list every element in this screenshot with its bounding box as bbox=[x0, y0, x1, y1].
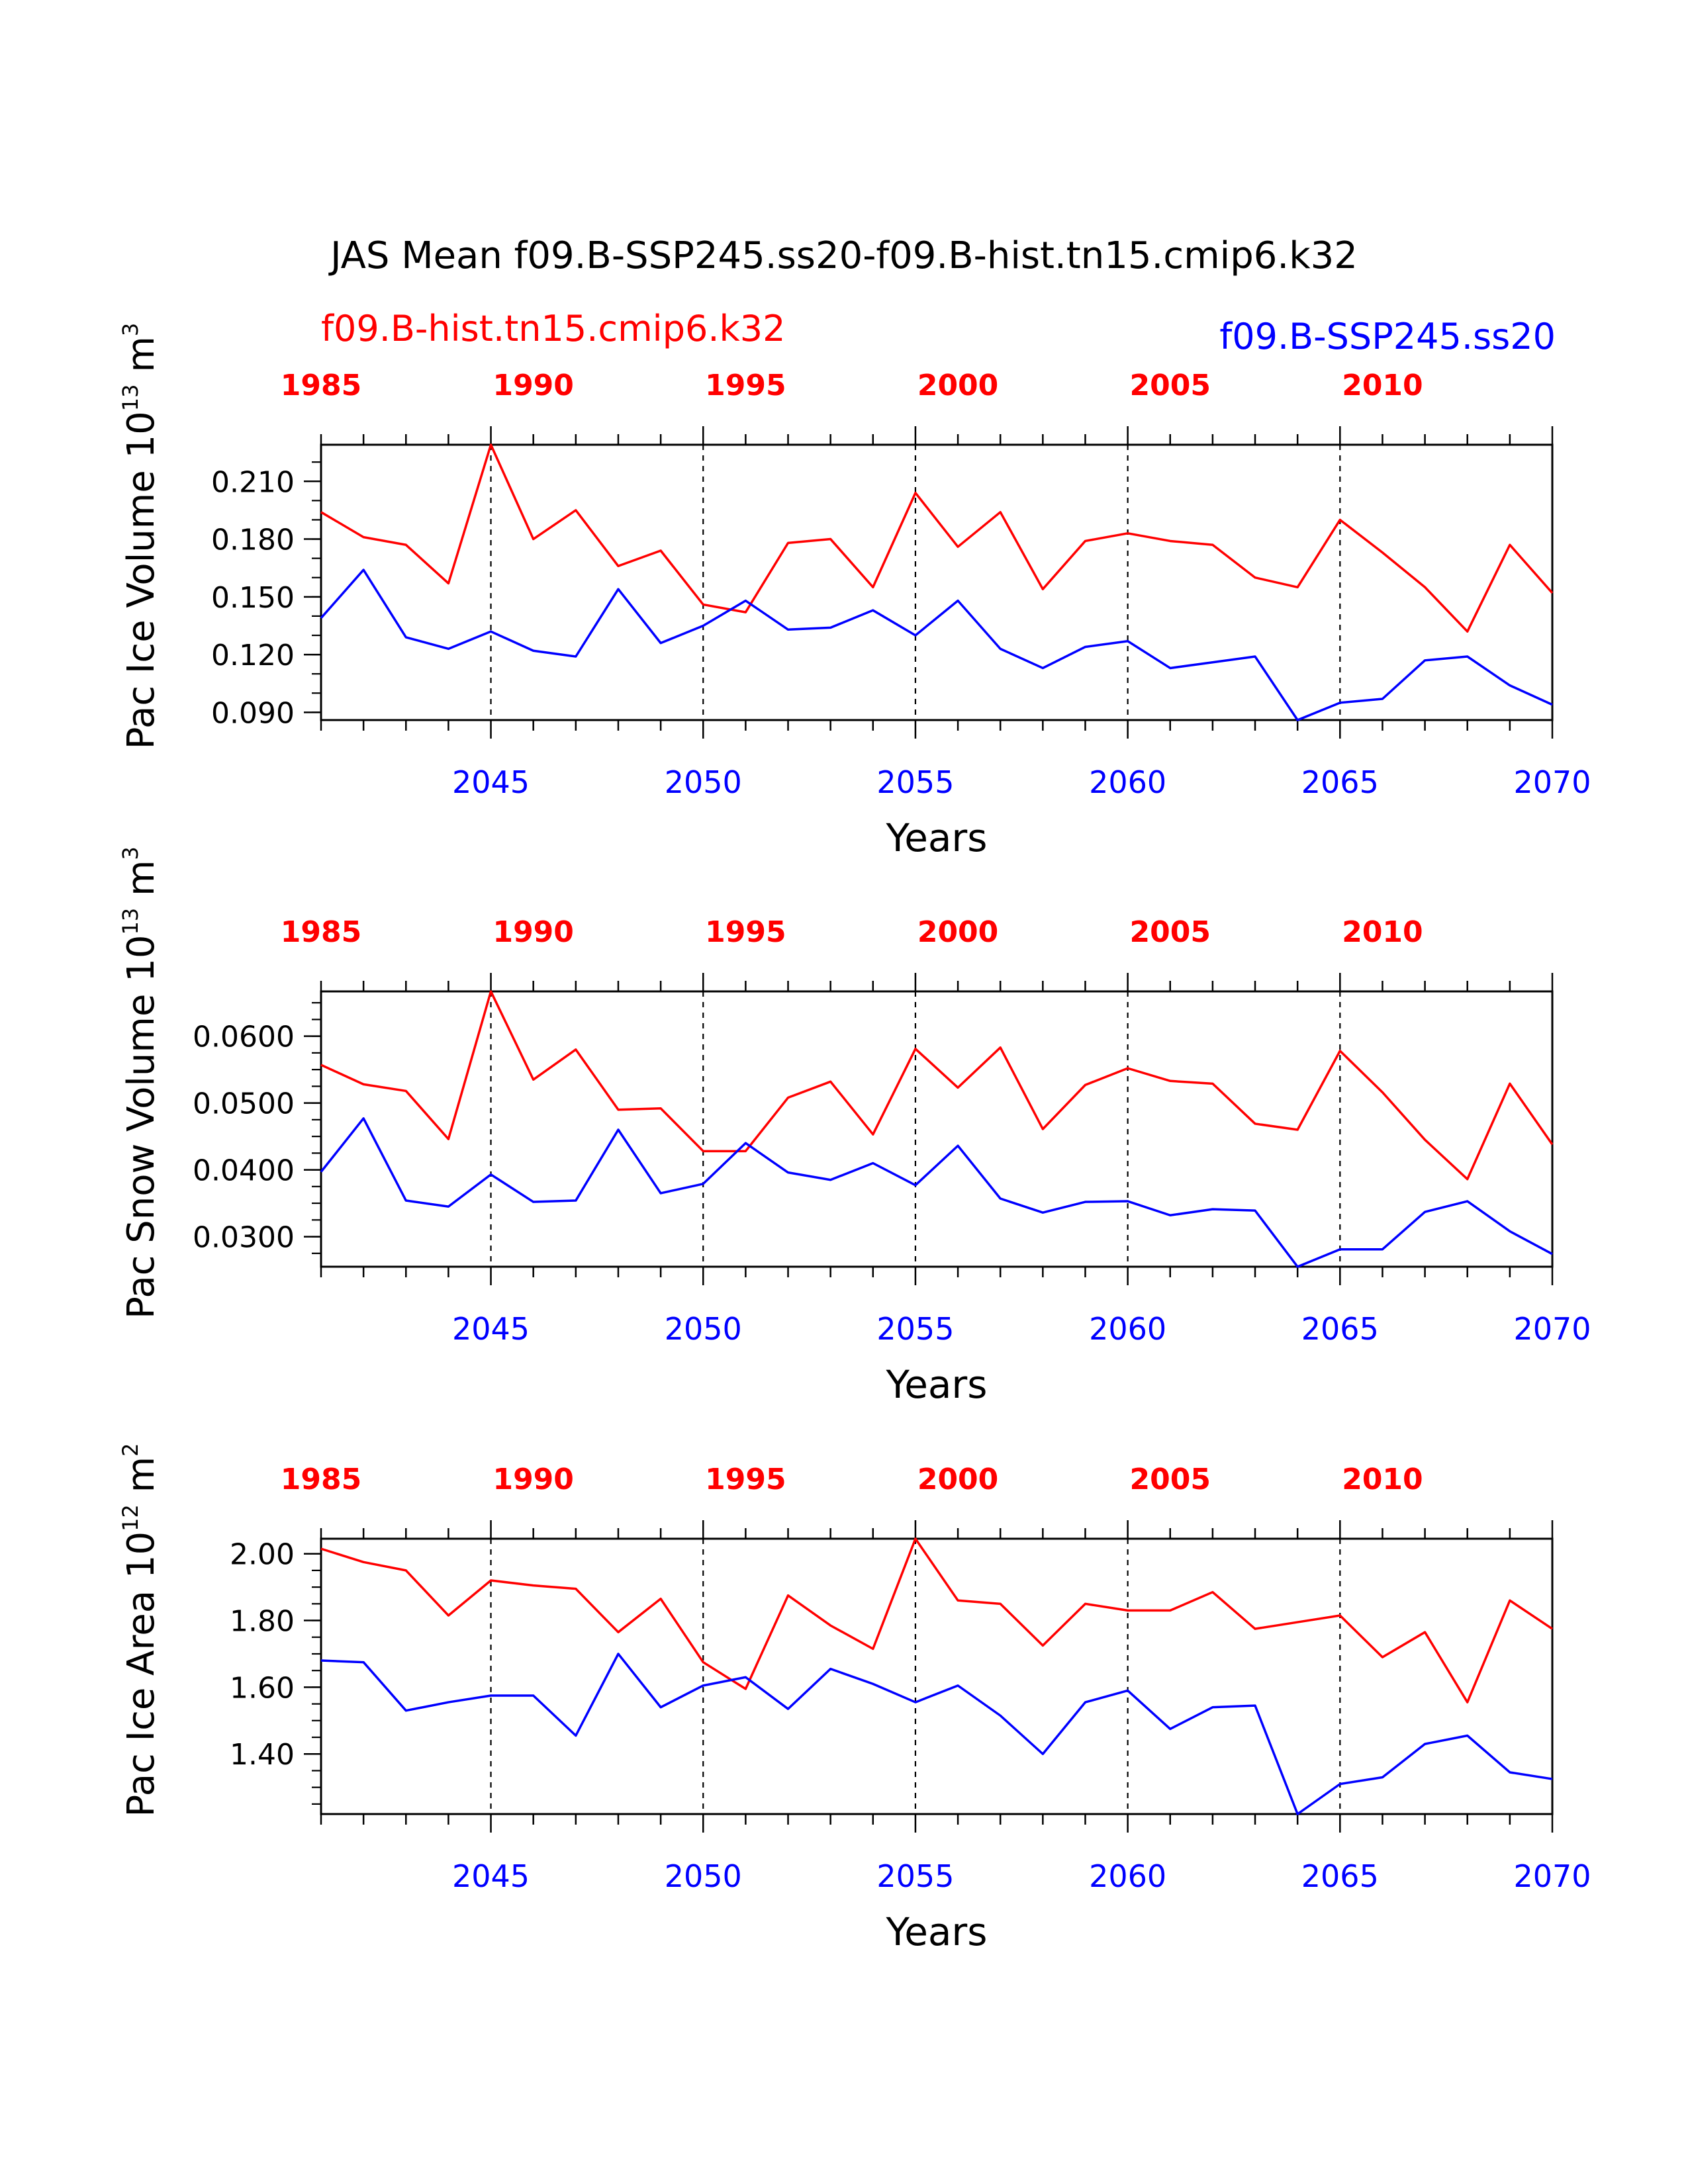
x-top-tick-label: 2010 bbox=[1342, 915, 1423, 949]
y-tick-label: 0.0300 bbox=[193, 1221, 295, 1255]
series-line-red bbox=[320, 990, 1554, 1181]
x-top-tick-label: 2005 bbox=[1130, 915, 1211, 949]
x-top-tick-label: 2005 bbox=[1130, 369, 1211, 402]
y-label-unit-exponent: 2 bbox=[118, 1443, 143, 1456]
x-top-tick-label: 1985 bbox=[281, 369, 361, 402]
x-top-tick-label: 1990 bbox=[492, 1463, 573, 1496]
x-bottom-tick-label: 2045 bbox=[452, 764, 530, 800]
plot-frame bbox=[320, 443, 1554, 721]
chart-panel-1: 2045 2050 2055 2060 2065 2070 1985 1990 1995 2000… bbox=[118, 323, 1591, 860]
series-line-blue bbox=[320, 569, 1553, 721]
x-top-tick-label: 2010 bbox=[1342, 369, 1423, 402]
x-bottom-tick-label: 2065 bbox=[1301, 764, 1379, 800]
y-label-exponent: 13 bbox=[118, 384, 143, 411]
y-tick-label: 2.00 bbox=[230, 1538, 295, 1572]
y-tick-label: 0.210 bbox=[211, 465, 295, 499]
legend-ssp-label: f09.B-SSP245.ss20 bbox=[1219, 316, 1556, 357]
y-tick-label: 1.60 bbox=[230, 1671, 295, 1705]
y-tick-label: 0.0400 bbox=[193, 1154, 295, 1188]
x-top-tick-label: 2000 bbox=[917, 369, 998, 402]
x-bottom-tick-label: 2070 bbox=[1513, 764, 1591, 800]
x-top-tick-label: 1995 bbox=[705, 369, 786, 402]
series-line-red bbox=[320, 1537, 1553, 1704]
x-top-tick-label: 1995 bbox=[705, 1463, 786, 1496]
x-top-tick-label: 1995 bbox=[705, 915, 786, 949]
y-label-unit: m bbox=[120, 1457, 163, 1504]
y-tick-label: 1.80 bbox=[230, 1605, 295, 1639]
y-label-unit-exponent: 3 bbox=[118, 846, 143, 860]
x-bottom-tick-label: 2060 bbox=[1089, 1858, 1166, 1894]
y-axis-label: Pac Snow Volume 1013 m3 bbox=[118, 846, 163, 1319]
x-bottom-tick-label: 2055 bbox=[876, 764, 954, 800]
y-tick-label: 0.180 bbox=[211, 523, 295, 557]
y-label-unit: m bbox=[120, 860, 163, 907]
x-axis-label: Years bbox=[885, 1909, 987, 1954]
x-bottom-tick-label: 2045 bbox=[452, 1311, 530, 1347]
x-bottom-tick-label: 2070 bbox=[1513, 1858, 1591, 1894]
x-bottom-tick-label: 2065 bbox=[1301, 1311, 1379, 1347]
y-label-text: Pac Snow Volume 10 bbox=[120, 935, 163, 1319]
x-bottom-tick-label: 2050 bbox=[665, 764, 742, 800]
figure-title: JAS Mean f09.B-SSP245.ss20-f09.B-hist.tn… bbox=[328, 234, 1358, 277]
x-top-tick-label: 2000 bbox=[917, 1463, 998, 1496]
x-bottom-tick-label: 2050 bbox=[665, 1311, 742, 1347]
x-top-tick-label: 2010 bbox=[1342, 1463, 1423, 1496]
series-line-red bbox=[320, 443, 1554, 633]
y-label-exponent: 12 bbox=[118, 1504, 143, 1531]
x-bottom-tick-label: 2050 bbox=[665, 1858, 742, 1894]
y-tick-label: 1.40 bbox=[230, 1738, 295, 1772]
series-line-blue bbox=[320, 1653, 1553, 1815]
x-axis-label: Years bbox=[885, 815, 987, 860]
x-top-tick-label: 1990 bbox=[492, 915, 573, 949]
series-line-blue bbox=[320, 1117, 1553, 1268]
x-top-tick-label: 1985 bbox=[281, 1463, 361, 1496]
x-bottom-tick-label: 2045 bbox=[452, 1858, 530, 1894]
y-axis-label: Pac Ice Area 1012 m2 bbox=[118, 1443, 163, 1817]
x-top-tick-label: 2005 bbox=[1130, 1463, 1211, 1496]
x-axis-label: Years bbox=[885, 1362, 987, 1407]
y-tick-label: 0.0500 bbox=[193, 1087, 295, 1121]
y-label-text: Pac Ice Area 10 bbox=[120, 1531, 163, 1817]
x-bottom-tick-label: 2055 bbox=[876, 1311, 954, 1347]
y-tick-label: 0.120 bbox=[211, 639, 295, 672]
x-bottom-tick-label: 2060 bbox=[1089, 764, 1166, 800]
y-tick-label: 0.090 bbox=[211, 696, 295, 730]
y-tick-label: 0.150 bbox=[211, 581, 295, 615]
legend-hist-label: f09.B-hist.tn15.cmip6.k32 bbox=[321, 308, 785, 349]
x-top-tick-label: 1990 bbox=[492, 369, 573, 402]
x-top-tick-label: 1985 bbox=[281, 915, 361, 949]
plot-frame bbox=[320, 990, 1554, 1268]
y-tick-label: 0.0600 bbox=[193, 1021, 295, 1054]
plot-frame bbox=[320, 1537, 1554, 1815]
y-label-exponent: 13 bbox=[118, 908, 143, 935]
y-label-unit: m bbox=[120, 336, 163, 384]
x-top-tick-label: 2000 bbox=[917, 915, 998, 949]
x-bottom-tick-label: 2065 bbox=[1301, 1858, 1379, 1894]
x-bottom-tick-label: 2070 bbox=[1513, 1311, 1591, 1347]
chart-panel-3: 2045 2050 2055 2060 2065 2070 1985 1990 1995 2000… bbox=[118, 1443, 1591, 1954]
x-bottom-tick-label: 2060 bbox=[1089, 1311, 1166, 1347]
x-bottom-tick-label: 2055 bbox=[876, 1858, 954, 1894]
panels: 2045 2050 2055 2060 2065 2070 1985 1990 1995 2000… bbox=[118, 323, 1591, 1954]
y-label-unit-exponent: 3 bbox=[118, 323, 143, 336]
y-label-text: Pac Ice Volume 10 bbox=[120, 411, 163, 749]
chart-panel-2: 2045 2050 2055 2060 2065 2070 1985 1990 1995 2000… bbox=[118, 846, 1591, 1407]
y-axis-label: Pac Ice Volume 1013 m3 bbox=[118, 323, 163, 750]
